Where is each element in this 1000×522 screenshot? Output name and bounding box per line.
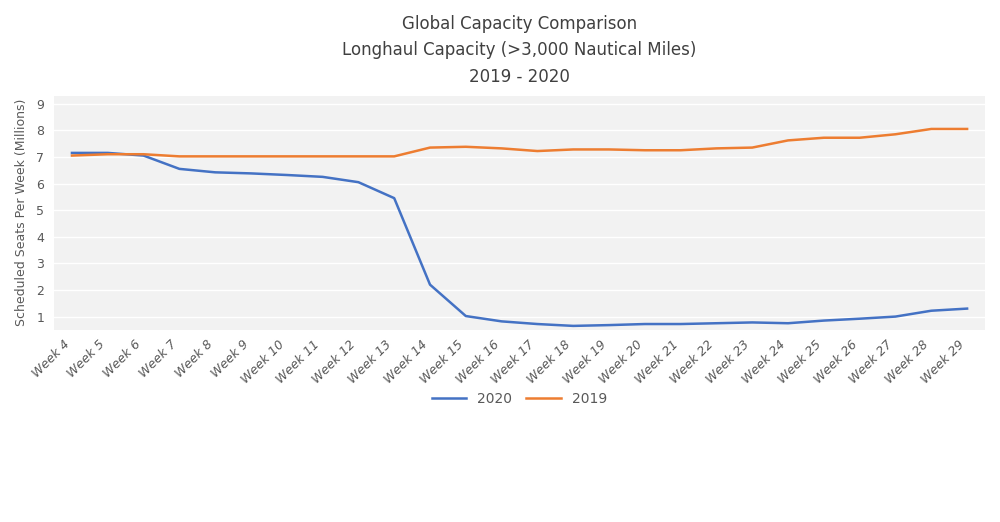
2019 (173, 153, 185, 160)
2020 (138, 152, 150, 159)
2019 (782, 137, 794, 144)
2019 (138, 151, 150, 157)
2019 (424, 145, 436, 151)
2019 (961, 126, 973, 132)
2020 (388, 195, 400, 201)
2019 (603, 146, 615, 152)
2020 (782, 320, 794, 326)
2019 (925, 126, 937, 132)
2020 (961, 305, 973, 312)
2019 (496, 145, 508, 151)
2019 (746, 145, 758, 151)
2019 (460, 144, 472, 150)
2020 (639, 321, 651, 327)
2020 (925, 307, 937, 314)
2020 (352, 179, 364, 185)
2020 (675, 321, 687, 327)
2019 (818, 135, 830, 141)
Line: 2020: 2020 (72, 153, 967, 326)
2019 (245, 153, 257, 160)
2020 (818, 317, 830, 324)
2020 (496, 318, 508, 325)
Title: Global Capacity Comparison
Longhaul Capacity (>3,000 Nautical Miles)
2019 - 2020: Global Capacity Comparison Longhaul Capa… (342, 15, 697, 86)
2019 (889, 131, 901, 137)
2020 (460, 313, 472, 319)
2020 (66, 150, 78, 156)
2019 (352, 153, 364, 160)
2019 (675, 147, 687, 153)
Legend: 2020, 2019: 2020, 2019 (426, 387, 613, 412)
2019 (567, 146, 579, 152)
2020 (567, 323, 579, 329)
Y-axis label: Scheduled Seats Per Week (Millions): Scheduled Seats Per Week (Millions) (15, 99, 28, 326)
2020 (710, 320, 722, 326)
2019 (854, 135, 866, 141)
2020 (209, 169, 221, 175)
2020 (746, 319, 758, 326)
2020 (102, 150, 114, 156)
2019 (710, 145, 722, 151)
2019 (209, 153, 221, 160)
2020 (531, 321, 543, 327)
2020 (245, 170, 257, 176)
2020 (854, 316, 866, 322)
Line: 2019: 2019 (72, 129, 967, 157)
2019 (281, 153, 293, 160)
2020 (173, 166, 185, 172)
2020 (281, 172, 293, 178)
2019 (317, 153, 329, 160)
2019 (531, 148, 543, 154)
2019 (639, 147, 651, 153)
2020 (317, 174, 329, 180)
2019 (66, 152, 78, 159)
2020 (424, 281, 436, 288)
2019 (388, 153, 400, 160)
2019 (102, 151, 114, 157)
2020 (603, 322, 615, 328)
2020 (889, 313, 901, 319)
